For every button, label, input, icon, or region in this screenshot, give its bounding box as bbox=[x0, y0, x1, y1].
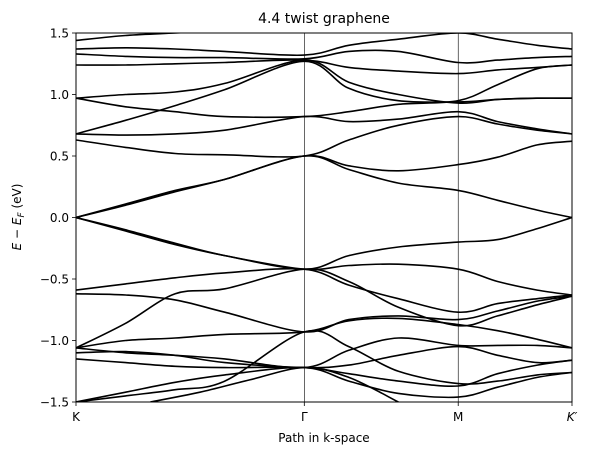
y-tick-label: −1.0 bbox=[40, 334, 69, 348]
y-axis-label-tail: (eV) bbox=[10, 184, 24, 213]
band-line bbox=[76, 155, 572, 219]
band-line bbox=[76, 317, 572, 349]
y-tick-label: 0.5 bbox=[50, 150, 69, 164]
band-line bbox=[76, 345, 572, 369]
x-tick-label: K bbox=[72, 410, 81, 424]
band-line bbox=[76, 33, 572, 57]
high-symmetry-lines bbox=[304, 33, 459, 402]
band-line bbox=[76, 267, 572, 314]
x-tick-label: Γ bbox=[301, 410, 308, 424]
y-tick-label: −0.5 bbox=[40, 273, 69, 287]
band-line bbox=[76, 216, 572, 270]
band-line bbox=[76, 366, 572, 402]
band-line bbox=[150, 366, 399, 402]
y-tick-label: 0.0 bbox=[50, 211, 69, 225]
x-tick-label: M bbox=[453, 410, 463, 424]
band-line bbox=[76, 110, 572, 136]
x-tick-label: K′ bbox=[567, 410, 578, 424]
y-tick-label: 1.5 bbox=[50, 27, 69, 41]
band-line bbox=[76, 140, 572, 219]
y-tick-label: −1.5 bbox=[40, 396, 69, 410]
band-line bbox=[76, 64, 572, 119]
x-axis-label: Path in k-space bbox=[278, 431, 369, 445]
band-line bbox=[76, 358, 572, 388]
band-line bbox=[76, 329, 572, 402]
y-axis-label: E − EF (eV) bbox=[10, 184, 27, 251]
band-line bbox=[76, 59, 572, 75]
y-axis-label-lead: E − E bbox=[10, 217, 24, 250]
band-line bbox=[76, 59, 572, 105]
y-axis-label-sub: F bbox=[17, 212, 27, 218]
band-line bbox=[76, 216, 572, 296]
y-tick-label: 1.0 bbox=[50, 88, 69, 102]
band-line bbox=[76, 33, 192, 42]
band-line bbox=[76, 268, 572, 349]
x-axis: K Γ M K′ bbox=[72, 402, 578, 424]
band-line bbox=[76, 49, 572, 64]
band-line bbox=[76, 293, 572, 333]
y-axis: −1.5 −1.0 −0.5 0.0 0.5 1.0 1.5 bbox=[40, 27, 76, 410]
bands-group bbox=[76, 33, 572, 402]
chart-title: 4.4 twist graphene bbox=[258, 11, 390, 27]
band-line bbox=[76, 115, 572, 158]
